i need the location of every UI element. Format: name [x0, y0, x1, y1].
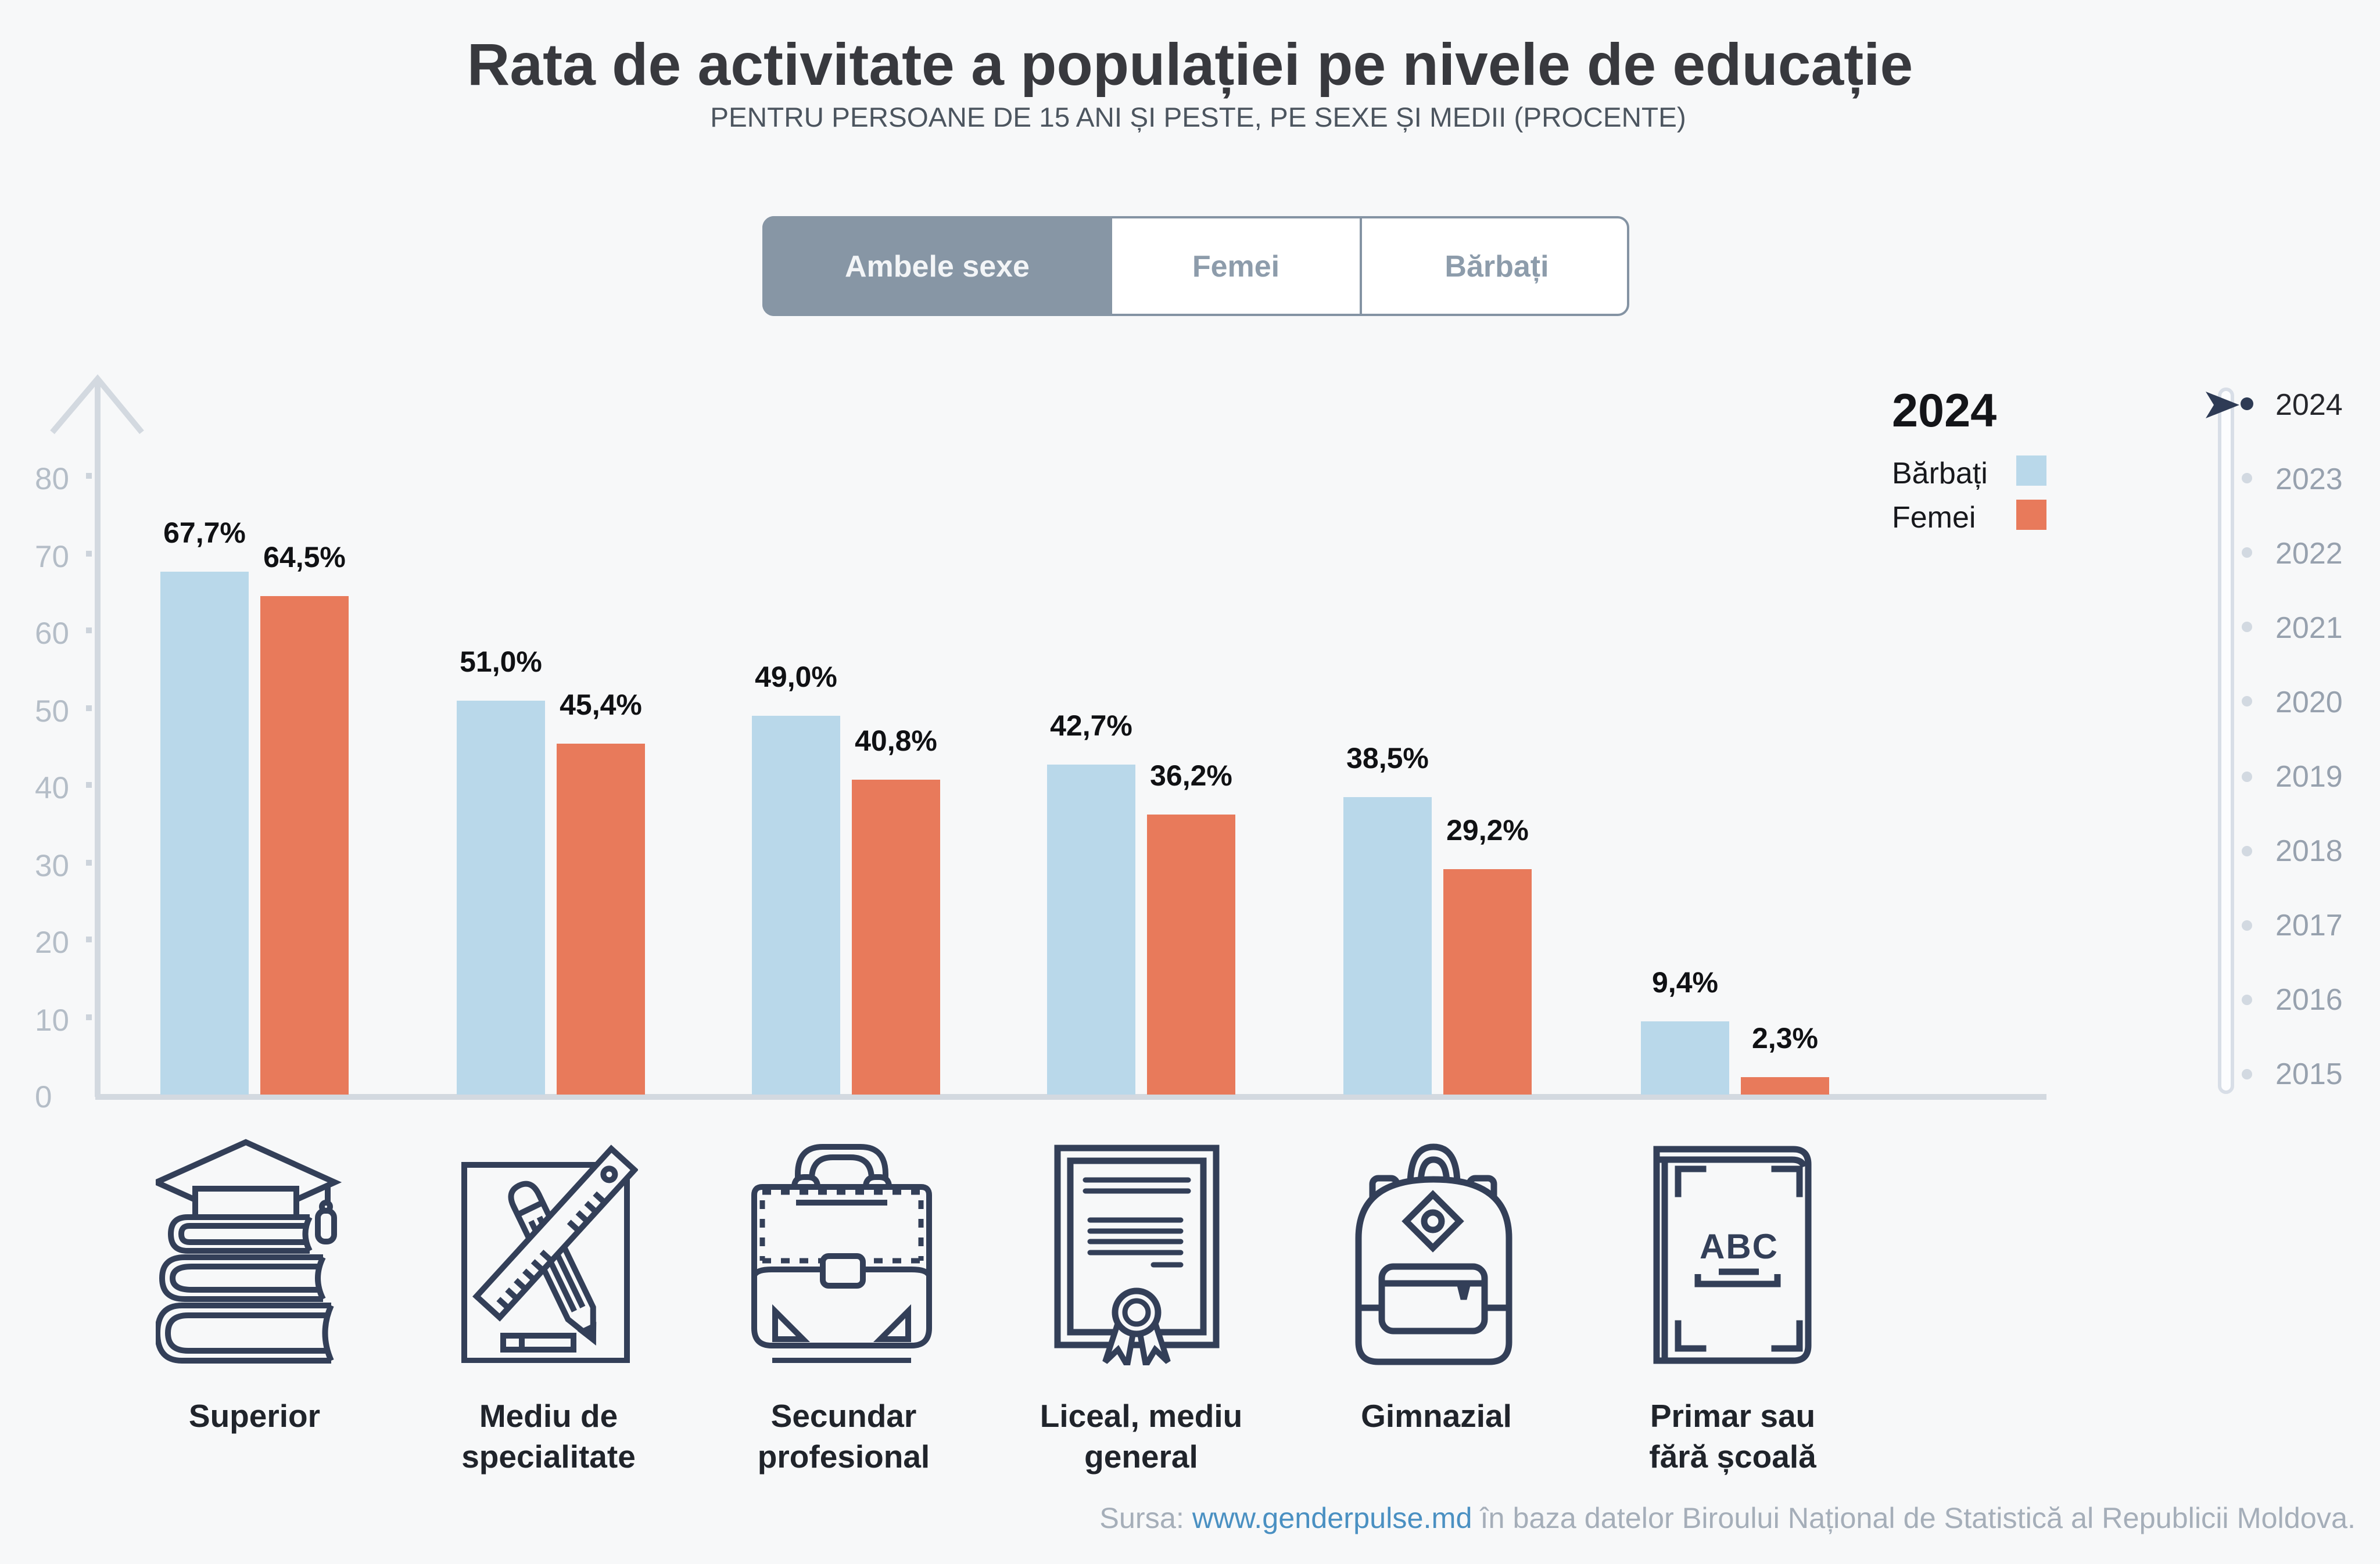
svg-text:ABC: ABC	[1700, 1227, 1779, 1266]
